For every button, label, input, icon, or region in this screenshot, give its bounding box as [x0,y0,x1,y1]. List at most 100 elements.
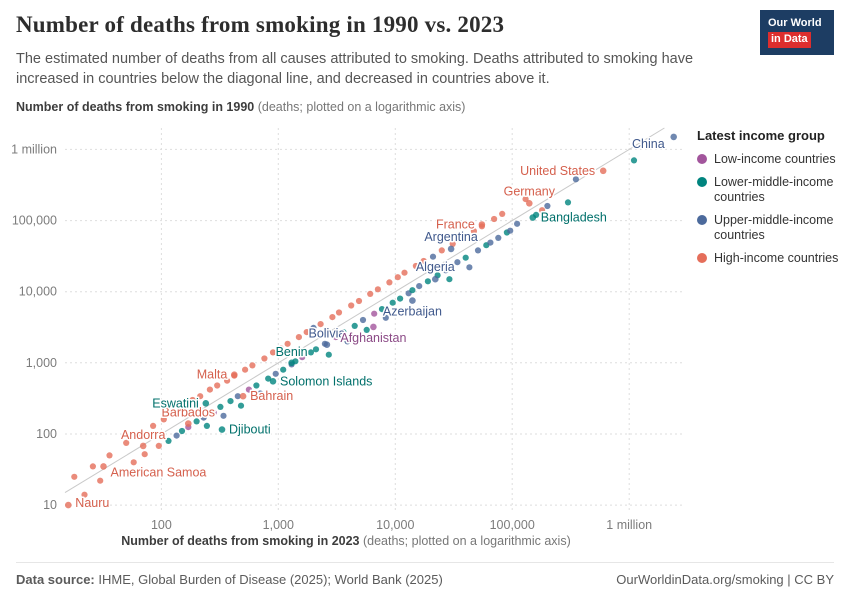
point-label-benin[interactable]: Benin [274,343,309,360]
point-label-china[interactable]: China [631,135,667,152]
scatter-point-bangladesh[interactable] [529,214,537,221]
footer-link[interactable]: OurWorldinData.org/smoking | CC BY [616,572,834,587]
point-label-barbados[interactable]: Barbados [160,404,217,421]
point-label-germany[interactable]: Germany [502,183,557,200]
scatter-point[interactable] [189,396,196,404]
point-label-azerbaijan[interactable]: Azerbaijan [381,303,443,320]
scatter-point[interactable] [401,269,408,276]
scatter-point[interactable] [329,314,336,321]
scatter-point[interactable] [544,202,551,210]
scatter-point[interactable] [572,176,580,183]
scatter-point[interactable] [182,401,189,408]
scatter-point[interactable] [81,491,88,498]
legend-item-upper-middle-income-countries[interactable]: Upper-middle-income countries [697,213,845,243]
scatter-point[interactable] [454,259,461,266]
scatter-point[interactable] [474,247,482,254]
scatter-point[interactable] [234,393,241,400]
point-label-united-states[interactable]: United States [519,162,597,179]
scatter-point[interactable] [280,366,287,373]
scatter-point[interactable] [97,477,104,484]
scatter-point[interactable] [269,349,277,356]
scatter-point[interactable] [220,412,227,419]
scatter-point-china[interactable] [670,133,677,141]
scatter-point[interactable] [449,240,456,247]
scatter-point[interactable] [348,302,355,309]
scatter-point[interactable] [227,398,234,405]
scatter-point[interactable] [409,287,416,294]
scatter-point[interactable] [344,338,351,345]
scatter-point-algeria[interactable] [432,275,439,283]
scatter-point[interactable] [197,393,204,400]
scatter-point[interactable] [203,422,210,429]
scatter-point[interactable] [564,199,572,206]
scatter-point[interactable] [507,227,514,234]
scatter-point[interactable] [312,346,320,353]
scatter-point[interactable] [141,451,148,458]
point-label-nauru[interactable]: Nauru [74,495,111,512]
scatter-point[interactable] [397,295,404,302]
scatter-point[interactable] [416,283,423,290]
scatter-point[interactable] [466,264,473,271]
scatter-point[interactable] [462,254,469,261]
scatter-point[interactable] [374,286,381,293]
scatter-point[interactable] [307,349,314,356]
scatter-point[interactable] [173,432,180,439]
scatter-point[interactable] [237,402,245,409]
owid-logo[interactable]: Our World in Data [760,10,834,55]
scatter-point-andorra[interactable] [139,442,147,450]
scatter-point[interactable] [193,418,200,425]
legend-item-low-income-countries[interactable]: Low-income countries [697,152,845,167]
scatter-point[interactable] [351,322,358,329]
scatter-point[interactable] [71,473,78,480]
scatter-point[interactable] [359,316,367,324]
scatter-point[interactable] [429,253,437,260]
scatter-point[interactable] [178,427,186,435]
scatter-point[interactable] [446,276,453,283]
point-label-bahrain[interactable]: Bahrain [249,388,295,405]
scatter-point-benin[interactable] [288,359,295,367]
scatter-point[interactable] [249,362,256,369]
scatter-point[interactable] [272,370,279,377]
scatter-point[interactable] [137,432,144,439]
scatter-point[interactable] [442,267,449,274]
scatter-point[interactable] [394,274,401,281]
scatter-point[interactable] [424,278,431,285]
scatter-point[interactable] [499,210,506,217]
scatter-point-bolivia[interactable] [323,341,331,348]
scatter-point[interactable] [514,220,521,227]
scatter-point[interactable] [114,470,121,477]
scatter-point[interactable] [491,215,498,223]
scatter-point[interactable] [123,439,130,446]
scatter-point[interactable] [261,355,268,362]
scatter-point-germany[interactable] [526,200,533,207]
scatter-point[interactable] [340,329,347,336]
point-label-eswatini[interactable]: Eswatini [151,395,201,412]
scatter-point[interactable] [206,386,213,393]
scatter-point[interactable] [458,235,465,242]
point-label-afghanistan[interactable]: Afghanistan [339,329,408,346]
scatter-point[interactable] [210,409,217,416]
point-label-american-samoa[interactable]: American Samoa [109,464,208,481]
point-label-argentina[interactable]: Argentina [423,228,480,245]
scatter-point[interactable] [106,452,113,459]
scatter-point-nauru[interactable] [65,501,72,509]
scatter-point[interactable] [378,306,386,313]
scatter-point[interactable] [200,414,207,421]
scatter-point[interactable] [130,459,137,466]
scatter-point[interactable] [539,207,546,214]
scatter-point[interactable] [284,340,291,347]
scatter-point[interactable] [245,386,252,393]
point-label-france[interactable]: France [434,216,476,233]
scatter-point[interactable] [389,299,396,306]
point-label-bangladesh[interactable]: Bangladesh [539,209,608,226]
scatter-point[interactable] [522,196,529,203]
scatter-point[interactable] [310,324,317,331]
point-label-bolivia[interactable]: Bolivia [307,325,347,342]
scatter-point-bahrain[interactable] [239,392,247,400]
scatter-point[interactable] [317,321,324,328]
scatter-point[interactable] [169,409,176,416]
point-label-solomon-islands[interactable]: Solomon Islands [279,373,374,390]
scatter-point[interactable] [630,157,638,164]
scatter-point[interactable] [253,382,260,389]
point-label-andorra[interactable]: Andorra [119,426,167,443]
